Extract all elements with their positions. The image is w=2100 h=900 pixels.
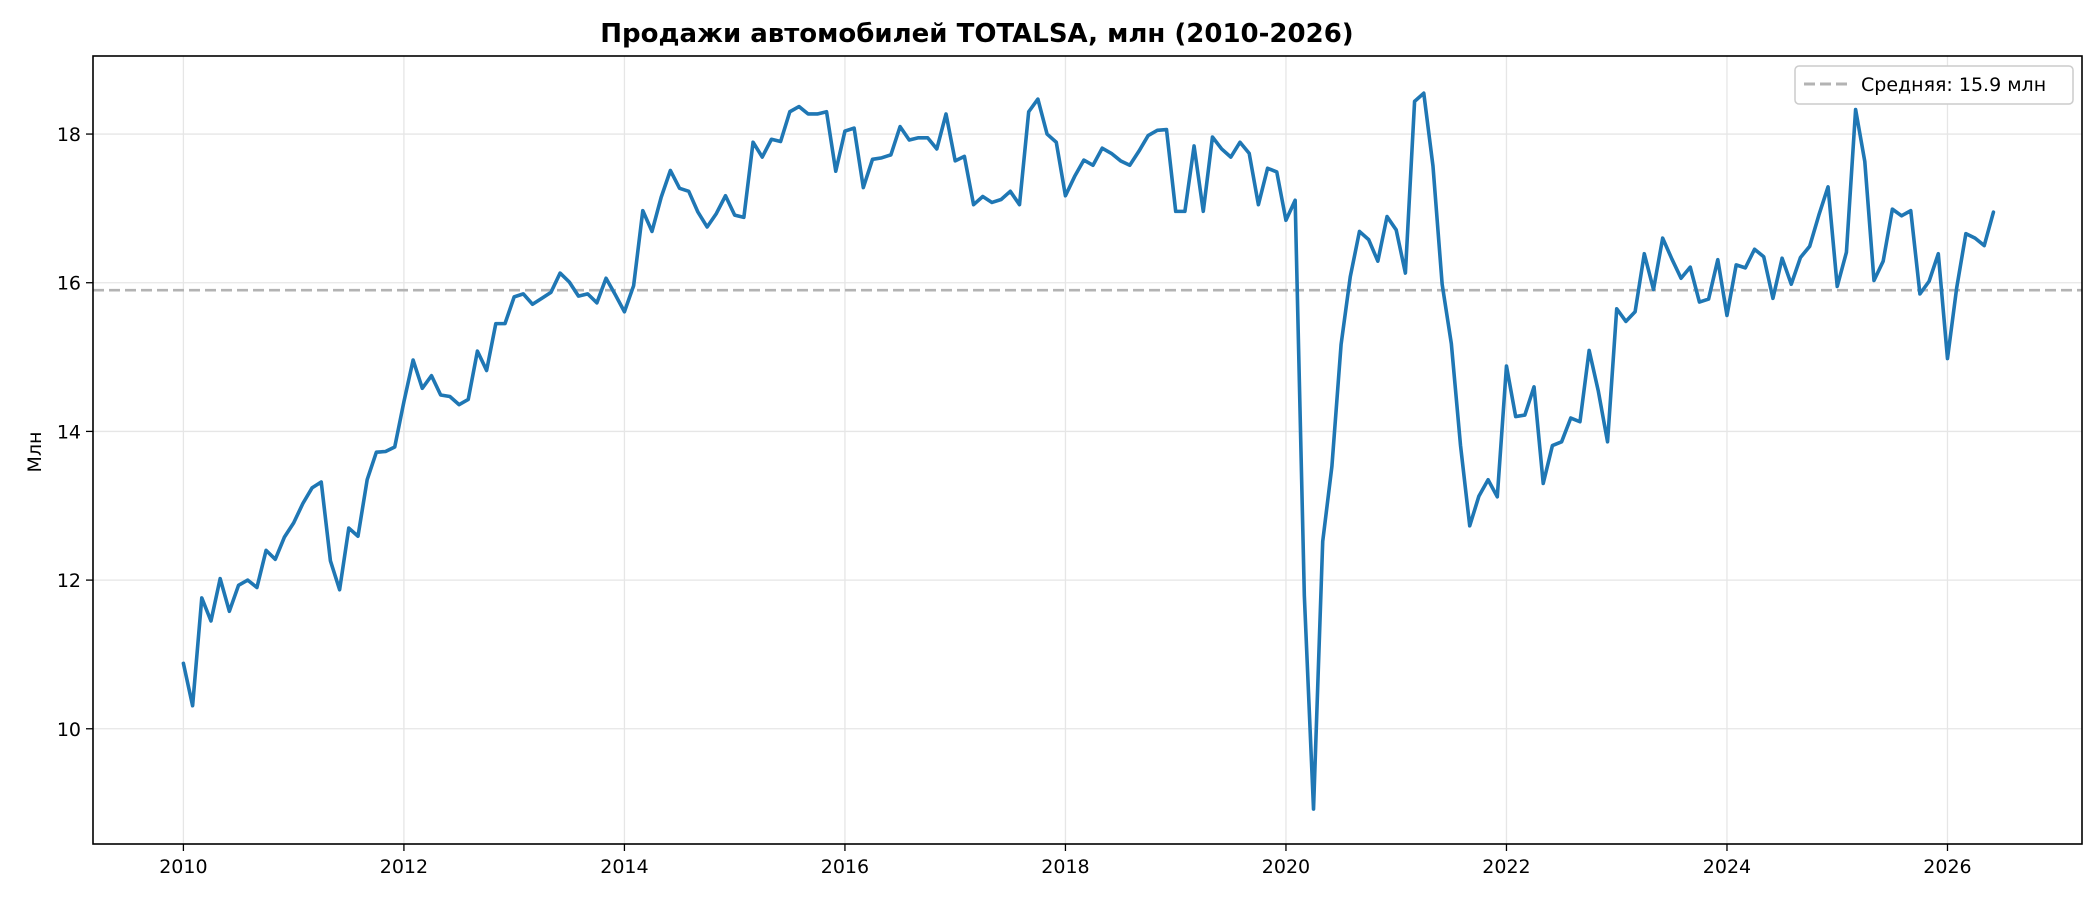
x-tick-label-2024: 2024 xyxy=(1703,856,1751,878)
series-line-0 xyxy=(181,91,1996,811)
legend: Средняя: 15.9 млн xyxy=(1794,65,2074,105)
y-tick-label-18: 18 xyxy=(57,124,81,146)
plot-frame xyxy=(92,55,2083,845)
y-tick-label-12: 12 xyxy=(57,570,81,592)
chart-title: Продажи автомобилей TOTALSA, млн (2010-2… xyxy=(600,19,1353,49)
x-tick-label-2022: 2022 xyxy=(1482,856,1530,878)
x-tick-label-2020: 2020 xyxy=(1262,856,1310,878)
y-tick-label-16: 16 xyxy=(57,273,81,295)
legend-box xyxy=(1794,65,2074,105)
series-layer xyxy=(181,91,1996,811)
grid-lines xyxy=(93,56,2082,844)
x-tick-label-2016: 2016 xyxy=(821,856,869,878)
legend-mean-label: Средняя: 15.9 млн xyxy=(1861,74,2046,96)
x-tick-label-2010: 2010 xyxy=(159,856,207,878)
x-tick-label-2018: 2018 xyxy=(1041,856,1089,878)
y-axis-label: Млн xyxy=(24,432,46,473)
x-tick-label-2012: 2012 xyxy=(380,856,428,878)
x-tick-label-2026: 2026 xyxy=(1923,856,1971,878)
axes: 2010 2012 2014 2016 2018 2020 2022 2024 2026 10 12… xyxy=(57,55,2083,878)
x-tick-label-2014: 2014 xyxy=(600,856,648,878)
y-tick-label-14: 14 xyxy=(57,421,81,443)
y-tick-label-10: 10 xyxy=(57,719,81,741)
